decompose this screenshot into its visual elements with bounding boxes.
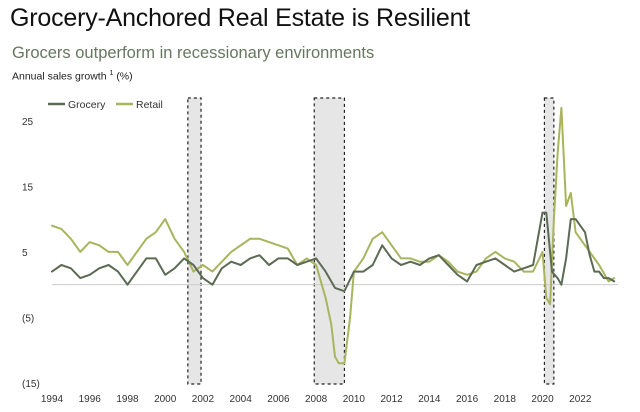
legend-label-retail: Retail <box>136 99 163 111</box>
x-tick-label: 2004 <box>230 394 253 405</box>
y-tick-label: 25 <box>22 117 34 128</box>
chart-subtitle: Grocers outperform in recessionary envir… <box>12 44 375 62</box>
chart-title: Grocery-Anchored Real Estate is Resilien… <box>10 4 471 32</box>
legend: Grocery Retail <box>48 99 163 111</box>
x-tick-labels: 1994 1996 1998 2000 2002 2004 2006 2008 2010 2012… <box>41 394 592 405</box>
x-tick-label: 2012 <box>380 394 403 405</box>
x-tick-label: 2010 <box>343 394 366 405</box>
y-tick-label: (15) <box>22 379 40 390</box>
y-axis-label-unit: (%) <box>116 70 133 83</box>
x-tick-label: 2014 <box>418 394 441 405</box>
series-line-grocery <box>51 211 616 293</box>
y-tick-label: (5) <box>22 313 34 324</box>
recession-bands <box>187 97 555 385</box>
y-tick-labels: 25 15 5 (5) (15) <box>22 117 40 390</box>
x-tick-label: 2018 <box>494 394 517 405</box>
y-axis-label: Annual sales growth 1 (%) <box>12 70 133 83</box>
x-tick-label: 1998 <box>116 394 139 405</box>
x-tick-label: 2002 <box>192 394 215 405</box>
recession-band-2 <box>313 97 346 385</box>
x-tick-label: 2006 <box>267 394 290 405</box>
y-axis-label-text: Annual sales growth <box>12 70 107 83</box>
x-tick-label: 2000 <box>154 394 177 405</box>
x-tick-label: 2008 <box>305 394 328 405</box>
x-tick-label: 2016 <box>456 394 479 405</box>
x-tick-label: 2020 <box>531 394 554 405</box>
recession-band-1 <box>187 97 202 385</box>
x-tick-label: 1994 <box>41 394 64 405</box>
series-line-retail <box>51 106 616 365</box>
y-tick-label: 5 <box>22 248 28 259</box>
legend-label-grocery: Grocery <box>68 99 106 111</box>
y-axis-label-footnote: 1 <box>109 70 114 77</box>
x-tick-label: 1996 <box>79 394 102 405</box>
y-tick-label: 15 <box>22 182 34 193</box>
x-tick-label: 2022 <box>569 394 592 405</box>
series-lines <box>51 106 616 365</box>
